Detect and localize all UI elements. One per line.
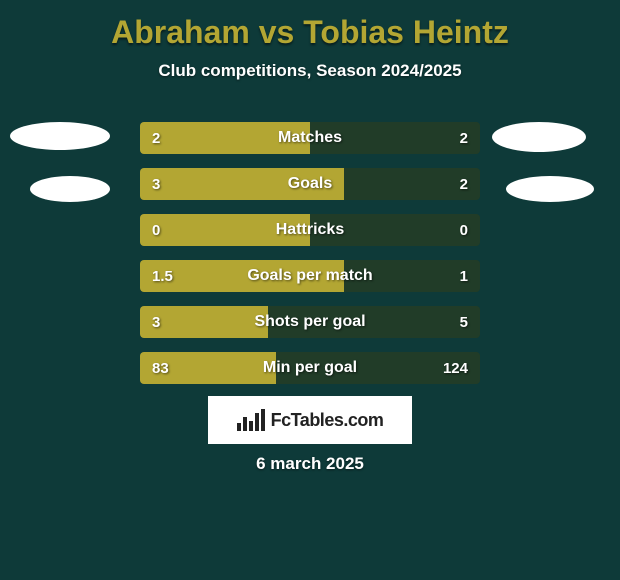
- decorative-ellipse: [492, 122, 586, 152]
- stat-value-left: 3: [152, 306, 160, 338]
- date-label: 6 march 2025: [0, 454, 620, 474]
- stat-value-left: 1.5: [152, 260, 173, 292]
- stat-rows: 22Matches32Goals00Hattricks1.51Goals per…: [140, 122, 480, 398]
- stat-fill-right: [310, 214, 480, 246]
- stat-value-right: 0: [460, 214, 468, 246]
- stat-value-right: 2: [460, 168, 468, 200]
- stat-value-left: 3: [152, 168, 160, 200]
- stat-row: 1.51Goals per match: [140, 260, 480, 292]
- stat-row: 22Matches: [140, 122, 480, 154]
- page-title: Abraham vs Tobias Heintz: [0, 0, 620, 51]
- decorative-ellipse: [30, 176, 110, 202]
- stat-row: 32Goals: [140, 168, 480, 200]
- stat-row: 00Hattricks: [140, 214, 480, 246]
- brand-text: FcTables.com: [271, 410, 384, 431]
- stat-fill-left: [140, 168, 344, 200]
- stat-value-right: 5: [460, 306, 468, 338]
- stat-fill-left: [140, 122, 310, 154]
- decorative-ellipse: [10, 122, 110, 150]
- stat-value-left: 0: [152, 214, 160, 246]
- stat-row: 35Shots per goal: [140, 306, 480, 338]
- stat-value-right: 2: [460, 122, 468, 154]
- comparison-infographic: Abraham vs Tobias Heintz Club competitio…: [0, 0, 620, 580]
- brand-bars-icon: [237, 409, 265, 431]
- stat-value-right: 124: [443, 352, 468, 384]
- stat-value-left: 83: [152, 352, 169, 384]
- stat-fill-right: [268, 306, 481, 338]
- subtitle: Club competitions, Season 2024/2025: [0, 61, 620, 81]
- decorative-ellipse: [506, 176, 594, 202]
- stat-fill-left: [140, 214, 310, 246]
- stat-fill-right: [310, 122, 480, 154]
- brand-badge: FcTables.com: [208, 396, 412, 444]
- stat-value-right: 1: [460, 260, 468, 292]
- stat-value-left: 2: [152, 122, 160, 154]
- stat-row: 83124Min per goal: [140, 352, 480, 384]
